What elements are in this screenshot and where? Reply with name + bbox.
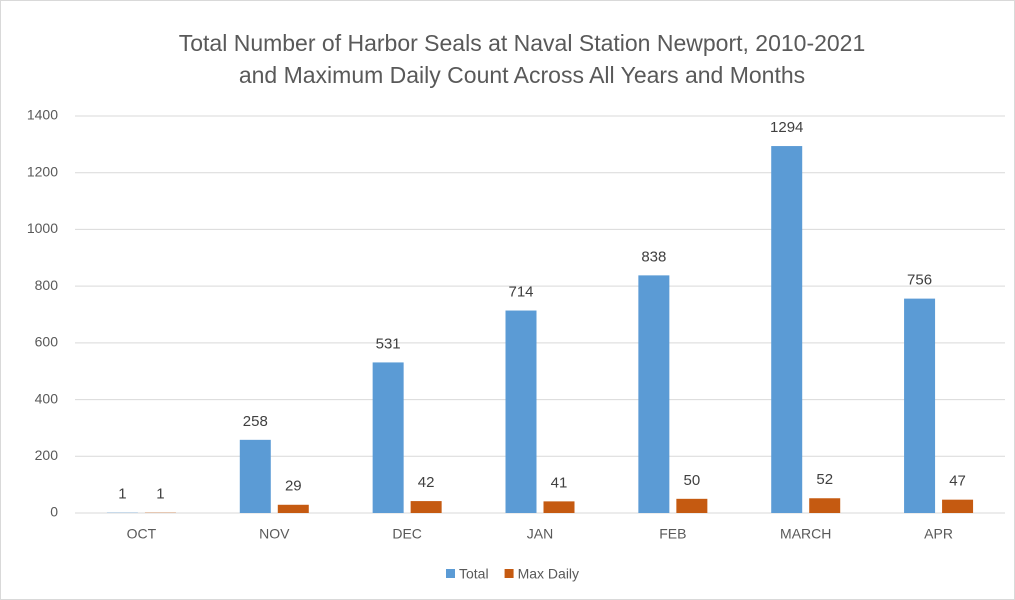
chart-title: Total Number of Harbor Seals at Naval St… xyxy=(179,30,866,56)
bar xyxy=(904,298,936,513)
y-tick-label: 0 xyxy=(50,504,58,520)
bar xyxy=(676,498,708,513)
data-label: 29 xyxy=(285,478,302,495)
legend-swatch xyxy=(504,569,514,578)
x-tick-label: NOV xyxy=(259,526,290,542)
y-tick-label: 1400 xyxy=(27,107,58,123)
bar xyxy=(505,310,537,513)
y-tick-label: 600 xyxy=(35,334,59,350)
data-label: 1 xyxy=(156,486,164,503)
y-tick-label: 800 xyxy=(35,277,59,293)
y-tick-label: 400 xyxy=(35,390,59,406)
x-tick-label: OCT xyxy=(127,526,157,542)
data-label: 47 xyxy=(949,473,966,490)
x-tick-label: MARCH xyxy=(780,526,831,542)
data-label: 50 xyxy=(684,472,701,489)
data-label: 1 xyxy=(118,486,126,503)
data-label: 1294 xyxy=(770,119,803,136)
x-tick-label: JAN xyxy=(527,526,553,542)
data-label: 42 xyxy=(418,474,435,491)
bar xyxy=(543,501,575,513)
bar xyxy=(942,499,974,513)
y-tick-label: 1000 xyxy=(27,220,58,236)
data-label: 531 xyxy=(376,335,401,352)
bar xyxy=(239,439,271,513)
data-label: 838 xyxy=(641,248,666,265)
bar xyxy=(638,275,670,513)
x-tick-label: APR xyxy=(924,526,953,542)
bar xyxy=(809,498,841,513)
data-label: 756 xyxy=(907,272,932,289)
legend-swatch xyxy=(446,569,455,578)
data-label: 52 xyxy=(816,471,833,488)
bar xyxy=(410,501,442,513)
data-label: 258 xyxy=(243,413,268,430)
x-tick-label: DEC xyxy=(392,526,422,542)
bar xyxy=(277,504,309,513)
bar xyxy=(372,362,404,513)
legend-label: Max Daily xyxy=(518,566,579,582)
x-tick-label: FEB xyxy=(659,526,686,542)
bar xyxy=(771,146,803,513)
y-tick-label: 200 xyxy=(35,447,59,463)
legend-label: Total xyxy=(459,566,489,582)
data-label: 41 xyxy=(551,474,568,491)
chart-title: and Maximum Daily Count Across All Years… xyxy=(239,62,805,88)
y-tick-label: 1200 xyxy=(27,163,58,179)
data-label: 714 xyxy=(508,283,533,300)
